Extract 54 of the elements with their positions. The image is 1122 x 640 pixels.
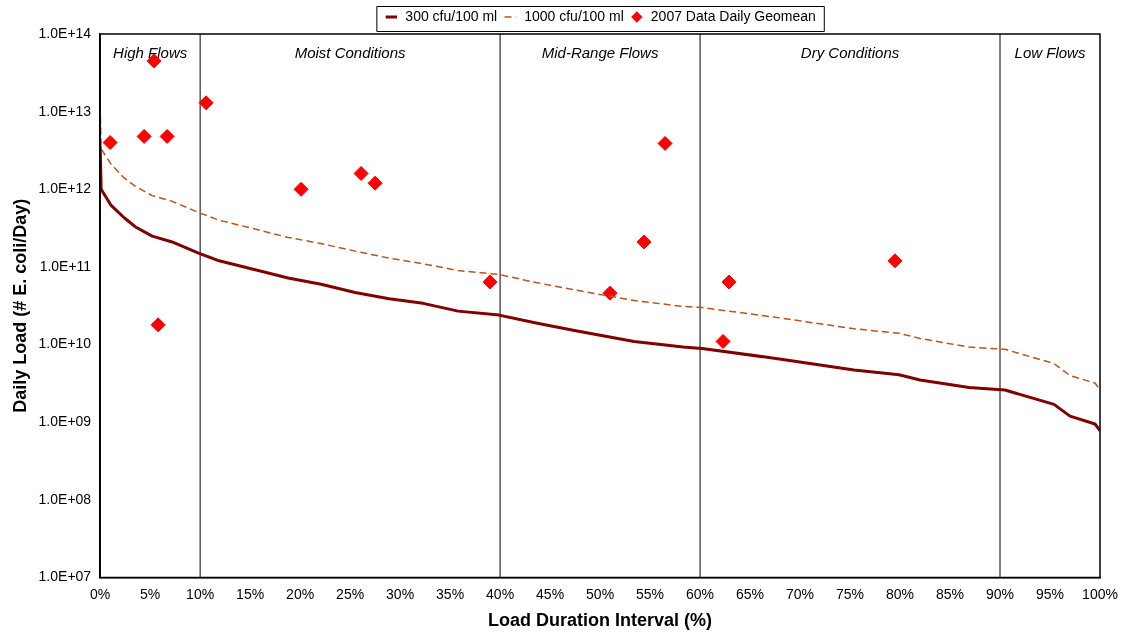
x-tick-label: 20%	[286, 585, 315, 602]
point	[293, 181, 309, 197]
annotation: Mid-Range Flows	[541, 44, 659, 62]
x-tick-label: 90%	[986, 585, 1015, 602]
point	[657, 135, 673, 151]
x-tick-label: 30%	[386, 585, 415, 602]
x-tick-label: 80%	[886, 585, 915, 602]
x-tick-label: 70%	[786, 585, 815, 602]
x-tick-label: 100%	[1082, 585, 1118, 602]
x-tick-label: 35%	[436, 585, 465, 602]
x-tick-label: 75%	[836, 585, 865, 602]
annotation: High Flows	[113, 44, 188, 62]
x-tick-label: 10%	[186, 585, 215, 602]
annotation: Moist Conditions	[294, 44, 407, 62]
x-tick-label: 15%	[236, 585, 265, 602]
x-tick-label: 95%	[1035, 585, 1065, 602]
y-tick-label: 1.0E+09	[38, 413, 92, 430]
legend-label: 300 cfu/100 ml	[405, 7, 498, 24]
x-axis-title: Load Duration Interval (%)	[488, 610, 713, 631]
x-tick-label: 45%	[536, 585, 565, 602]
annotation: Low Flows	[1014, 44, 1086, 62]
y-tick-label: 1.0E+12	[38, 180, 92, 197]
point	[198, 95, 214, 111]
x-tick-label: 40%	[486, 585, 515, 602]
y-tick-label: 1.0E+14	[38, 24, 92, 41]
annotation: Dry Conditions	[800, 44, 900, 62]
x-tick-label: 60%	[686, 585, 715, 602]
y-tick-label: 1.0E+10	[38, 335, 92, 352]
x-tick-label: 55%	[636, 585, 665, 602]
point	[136, 128, 152, 144]
point	[159, 128, 175, 144]
y-tick-label: 1.0E+08	[38, 490, 92, 507]
y-tick-label: 1.0E+11	[39, 257, 92, 274]
x-tick-label: 5%	[140, 585, 161, 602]
y-tick-label: 1.0E+07	[38, 568, 92, 585]
x-tick-label: 85%	[936, 585, 965, 602]
point	[367, 175, 383, 191]
x-tick-label: 65%	[736, 585, 765, 602]
point	[150, 317, 166, 333]
legend-label: 1000 cfu/100 ml	[524, 7, 624, 24]
point	[887, 253, 903, 269]
y-axis-title: Daily Load (# E. coli/Day)	[9, 198, 30, 413]
point	[715, 333, 731, 349]
point	[102, 135, 118, 151]
x-tick-label: 50%	[586, 585, 615, 602]
point	[482, 274, 498, 290]
point	[636, 234, 652, 250]
x-tick-label: 0%	[90, 585, 111, 602]
legend-label: 2007 Data Daily Geomean	[650, 7, 816, 24]
point	[602, 285, 618, 301]
point	[721, 274, 737, 290]
point	[353, 165, 369, 181]
x-tick-label: 25%	[336, 585, 365, 602]
y-tick-label: 1.0E+13	[38, 102, 92, 119]
